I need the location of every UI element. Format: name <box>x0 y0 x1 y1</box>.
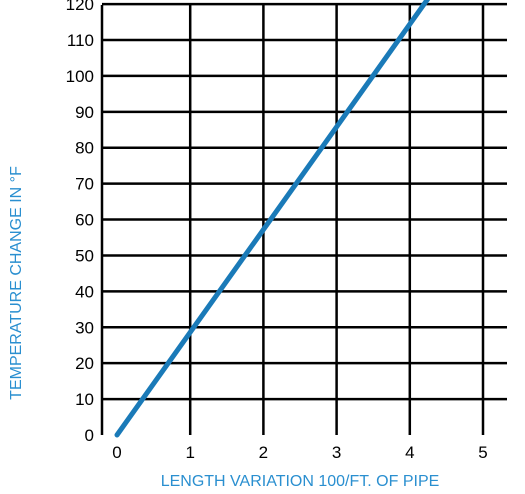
y-tick-label: 70 <box>75 175 94 194</box>
y-tick-label: 100 <box>66 67 94 86</box>
x-tick-label: 5 <box>478 443 487 462</box>
x-axis-label: LENGTH VARIATION 100/FT. OF PIPE <box>161 473 440 489</box>
y-tick-label: 40 <box>75 282 94 301</box>
y-tick-label: 60 <box>75 211 94 230</box>
x-tick-label: 4 <box>405 443 414 462</box>
x-tick-label: 2 <box>259 443 268 462</box>
y-tick-label: 20 <box>75 354 94 373</box>
y-tick-label: 120 <box>66 0 94 14</box>
y-tick-label: 80 <box>75 139 94 158</box>
y-tick-label: 50 <box>75 246 94 265</box>
x-tick-labels: 0 1 2 3 4 5 <box>112 443 487 462</box>
y-tick-label: 110 <box>67 31 94 50</box>
series-layer <box>114 0 431 438</box>
grid <box>100 2 507 435</box>
y-tick-label: 10 <box>75 390 94 409</box>
x-tick-label: 1 <box>185 443 194 462</box>
x-tick-label: 3 <box>332 443 341 462</box>
y-axis-label: TEMPERATURE CHANGE IN °F <box>8 166 25 400</box>
y-tick-label: 90 <box>75 103 94 122</box>
y-tick-labels: 0 10 20 30 40 50 60 70 80 90 100 110 120 <box>66 0 94 445</box>
x-tick-label: 0 <box>112 443 121 462</box>
series-line <box>114 0 431 438</box>
y-tick-label: 30 <box>75 318 94 337</box>
y-tick-label: 0 <box>85 426 94 445</box>
